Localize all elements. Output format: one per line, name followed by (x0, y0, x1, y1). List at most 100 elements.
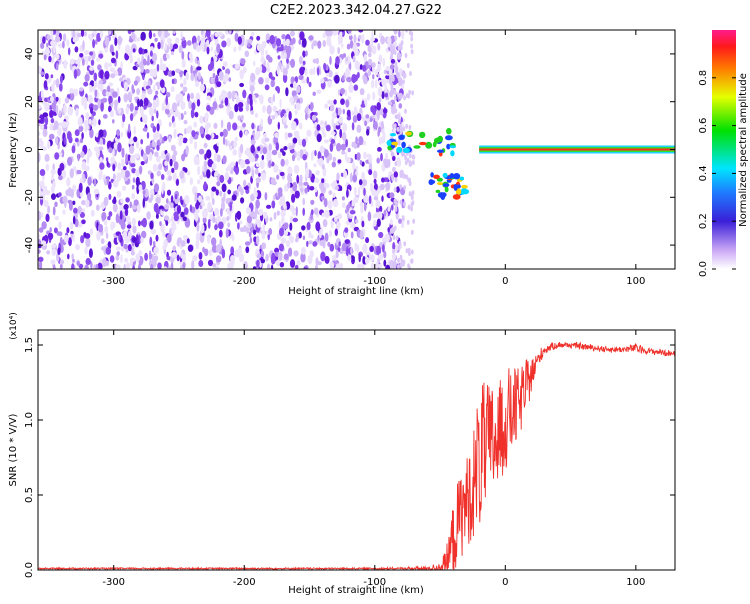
heatmap-cell (94, 39, 98, 45)
heatmap-cell (105, 232, 109, 239)
heatmap-cell (221, 183, 227, 193)
heatmap-cell (409, 71, 412, 76)
heatmap-cell (374, 79, 378, 89)
heatmap-cell (393, 225, 397, 231)
heatmap-cell (308, 81, 312, 88)
heatmap-cell (397, 76, 401, 82)
heatmap-cell (38, 119, 44, 124)
heatmap-cell (258, 94, 264, 103)
heatmap-cell (399, 127, 403, 133)
heatmap-cell (379, 205, 383, 213)
heatmap-cell (250, 110, 254, 115)
heatmap-cell (309, 186, 315, 191)
heatmap-cell (361, 161, 365, 167)
heatmap-cell (44, 116, 49, 126)
heatmap-cell (159, 79, 165, 88)
heatmap-cell (123, 81, 128, 92)
heatmap-cell (401, 30, 405, 40)
heatmap-cell (232, 122, 238, 131)
heatmap-cell (66, 39, 70, 47)
heatmap-cell (116, 129, 121, 137)
heatmap-cell (279, 98, 282, 109)
heatmap-cell (210, 189, 214, 200)
heatmap-cell (349, 172, 353, 183)
heatmap-cell (260, 55, 265, 64)
heatmap-cell (96, 204, 100, 211)
heatmap-cell (264, 192, 268, 201)
heatmap-cell (399, 184, 402, 190)
heatmap-cell (150, 228, 157, 235)
heatmap-cell (373, 196, 379, 201)
heatmap-cell (395, 202, 398, 208)
heatmap-cell (188, 100, 193, 110)
heatmap-cell (322, 40, 327, 47)
heatmap-cell (358, 179, 363, 186)
heatmap-cell (231, 93, 235, 102)
top-y-axis: 40 20 0 -20 -40 (24, 48, 675, 253)
heatmap-cell (364, 256, 370, 265)
heatmap-cell (108, 147, 113, 154)
heatmap-cell (138, 184, 143, 192)
heatmap-cell (322, 132, 327, 138)
heatmap-cell (211, 197, 215, 206)
heatmap-cell (296, 174, 300, 184)
heatmap-cell (279, 171, 285, 177)
heatmap-cell (205, 30, 211, 38)
heatmap-cell (109, 255, 115, 263)
heatmap-cell (285, 240, 290, 248)
heatmap-cell (407, 204, 411, 210)
heatmap-cell (383, 259, 387, 267)
heatmap-cell (292, 154, 295, 162)
heatmap-cell (159, 221, 162, 227)
heatmap-cell (49, 227, 52, 233)
heatmap-cell (140, 236, 144, 244)
heatmap-cell (296, 85, 301, 94)
heatmap-cell (160, 57, 163, 67)
heatmap-cell (330, 131, 336, 136)
heatmap-cell (392, 167, 395, 173)
heatmap-cell (121, 246, 125, 252)
heatmap-cell (173, 161, 179, 171)
heatmap-cell (371, 79, 375, 89)
heatmap-cell (278, 220, 281, 230)
heatmap-cell (98, 80, 103, 85)
heatmap-cell (379, 183, 385, 191)
heatmap-cell (87, 192, 92, 201)
heatmap-cell (320, 251, 326, 262)
heatmap-cell (221, 94, 225, 100)
heatmap-cell (239, 69, 245, 76)
heatmap-cell (269, 217, 273, 222)
heatmap-cell (73, 69, 78, 79)
heatmap-cell (286, 63, 290, 70)
heatmap-cell (393, 89, 397, 95)
signal-blob (444, 186, 449, 193)
heatmap-cell (106, 160, 109, 167)
heatmap-cell (276, 65, 280, 76)
heatmap-cell (380, 153, 383, 162)
heatmap-cell (110, 73, 116, 79)
heatmap-cell (296, 151, 300, 157)
heatmap-cell (394, 65, 399, 74)
heatmap-cell (52, 125, 56, 131)
heatmap-cell (127, 91, 132, 102)
heatmap-cell (390, 44, 393, 50)
heatmap-cell (39, 124, 45, 130)
heatmap-cell (59, 263, 63, 269)
heatmap-cell (213, 122, 218, 129)
heatmap-cell (42, 112, 49, 118)
heatmap-cell (63, 234, 69, 243)
heatmap-cell (229, 259, 235, 267)
heatmap-cell (207, 234, 211, 244)
heatmap-cell (373, 178, 377, 184)
heatmap-cell (283, 52, 287, 59)
heatmap-cell (315, 257, 319, 266)
heatmap-cell (375, 261, 379, 269)
heatmap-cell (198, 260, 204, 267)
heatmap-cell (245, 246, 250, 253)
heatmap-cell (342, 53, 347, 58)
heatmap-cell (324, 209, 330, 219)
heatmap-cell (335, 124, 341, 130)
heatmap-cell (339, 128, 343, 139)
heatmap-cell (99, 137, 103, 145)
heatmap-cell (254, 99, 257, 104)
